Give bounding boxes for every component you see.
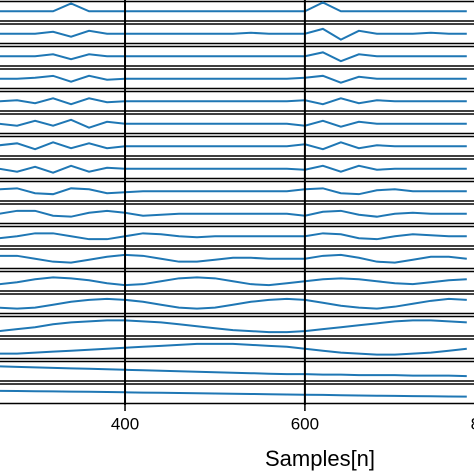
x-tick-label: 400 xyxy=(111,414,139,433)
panel-frame xyxy=(0,360,474,382)
panel-frame xyxy=(0,293,474,315)
panel-frame xyxy=(0,0,474,22)
panel-frame xyxy=(0,135,474,157)
signal-line xyxy=(0,365,467,378)
panel-frame xyxy=(0,180,474,202)
panel-frame xyxy=(0,158,474,180)
signal-line xyxy=(0,97,467,106)
panel-frame xyxy=(0,270,474,292)
signal-line xyxy=(0,51,467,63)
panel-frame xyxy=(0,23,474,45)
panel-frame xyxy=(0,45,474,67)
panel-frame xyxy=(0,203,474,225)
signal-line xyxy=(0,253,467,264)
x-tick-label: 800 xyxy=(471,414,474,433)
signal-line xyxy=(0,389,467,398)
x-axis-label: Samples[n] xyxy=(265,446,375,471)
signal-line xyxy=(0,27,467,41)
signal-line xyxy=(0,232,467,241)
signal-line xyxy=(0,1,467,13)
signal-line xyxy=(0,276,467,287)
signal-line xyxy=(0,74,467,84)
panel-frame xyxy=(0,248,474,270)
signal-line xyxy=(0,297,467,310)
signal-line xyxy=(0,164,467,174)
signal-line xyxy=(0,342,467,356)
panel-frame xyxy=(0,113,474,135)
x-tick-label: 600 xyxy=(291,414,319,433)
panel-frame xyxy=(0,225,474,247)
signal-line xyxy=(0,319,467,334)
panel-frame xyxy=(0,338,474,360)
panel-frame xyxy=(0,383,474,405)
panel-frame xyxy=(0,90,474,112)
signal-line xyxy=(0,209,467,218)
signal-line xyxy=(0,118,467,129)
panel-frame xyxy=(0,315,474,337)
signal-line xyxy=(0,187,467,196)
signal-line xyxy=(0,141,467,151)
panel-frame xyxy=(0,68,474,90)
